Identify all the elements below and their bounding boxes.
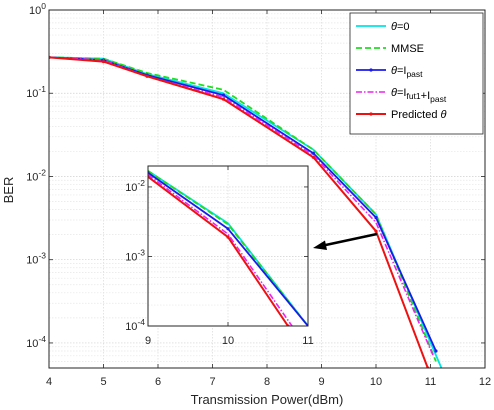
x-tick-label: 10 [370,376,382,388]
y-tick-label: 10-4 [125,317,145,333]
y-tick-label: 10-2 [125,178,145,194]
pointer-arrow-head [313,240,327,250]
pointer-arrow [313,232,378,250]
series-point-past [434,349,438,353]
y-axis-label: BER [1,177,16,204]
legend-label-theta0: θ=0 [391,21,410,33]
x-tick-label: 11 [425,376,436,388]
series-point-past [374,216,378,220]
x-tick-label: 8 [264,376,270,388]
series-line-fut [148,174,293,326]
legend-label-pred: Predicted θ [391,109,447,121]
inset-ticks: 9 10 11 10-2 10-3 10-4 [125,166,314,347]
y-tick-label: 10-1 [26,84,46,100]
y-tick-label: 10-3 [125,247,145,263]
inset-plot: 9 10 11 10-2 10-3 10-4 [125,165,314,347]
series-point-pred [226,235,230,239]
legend-label-past: θ=Ipast [391,65,423,79]
y-tick-label: 100 [29,1,46,17]
x-axis-label: Transmission Power(dBm) [191,392,344,407]
x-tick-label: 4 [46,376,52,388]
series-point-pred [311,155,315,159]
series-point-pred [101,59,106,64]
main-ticks: 4 5 6 7 8 9 10 11 12 100 10-1 10-2 10-3 10-4 [26,1,491,388]
y-tick-label: 10-2 [26,167,46,183]
series-point-pred [145,74,149,78]
legend-label-fut: θ=Ifut1+Ipast [391,87,447,104]
x-tick-label: 9 [145,335,151,347]
series-point-past [221,93,225,97]
x-tick-label: 6 [155,376,161,388]
pointer-arrow-shaft [320,232,378,248]
x-tick-label: 5 [100,376,106,388]
inset-series [148,170,308,326]
x-tick-label: 7 [209,376,215,388]
main-series [49,55,443,368]
x-tick-label: 9 [318,376,324,388]
series-point-pred [374,229,378,233]
x-tick-label: 11 [302,335,313,347]
series-point-pred [221,97,225,101]
x-tick-label: 10 [222,335,234,347]
y-tick-label: 10-3 [26,251,46,267]
series-point-past [226,227,230,231]
series-point-past [311,151,315,155]
y-tick-label: 10-4 [26,334,46,350]
x-tick-label: 12 [479,376,491,388]
legend-marker-past [369,68,373,72]
legend-marker-pred [369,112,373,116]
legend: θ=0 MMSE θ=Ipast θ=Ifut1+Ipast Predicted θ [349,12,484,135]
legend-label-mmse: MMSE [391,43,424,55]
series-line-mmse [148,170,308,326]
